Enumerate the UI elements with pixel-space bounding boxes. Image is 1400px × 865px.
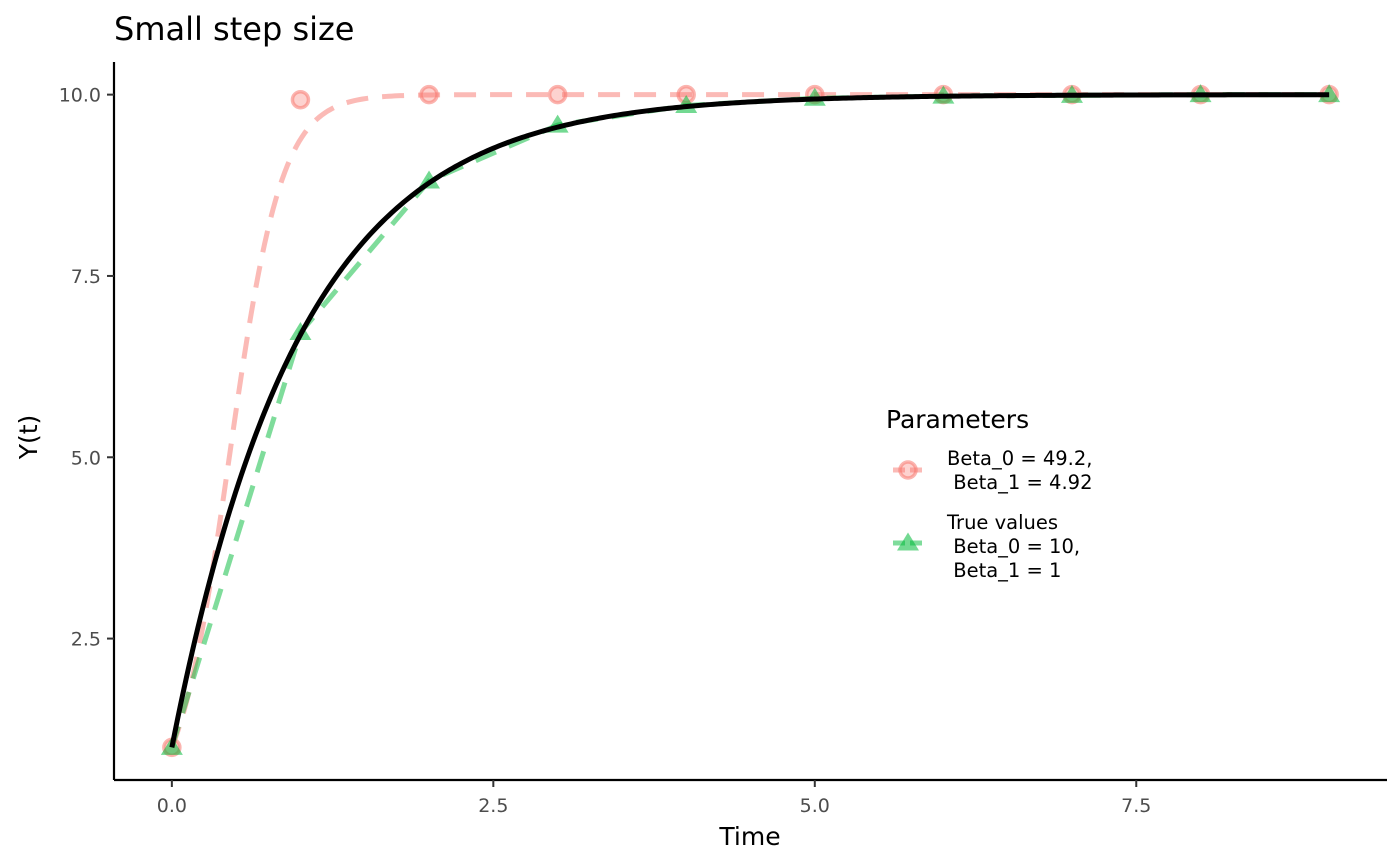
x-tick-label: 7.5 xyxy=(1121,795,1151,817)
x-tick-label: 2.5 xyxy=(478,795,508,817)
series-true-values xyxy=(160,84,1341,755)
series-line xyxy=(169,92,1330,749)
legend-label: True values xyxy=(946,511,1058,534)
y-axis-title: Y(t) xyxy=(14,415,43,461)
legend-entry: True values Beta_0 = 10, Beta_1 = 1 xyxy=(893,511,1080,582)
y-tick-label: 5.0 xyxy=(71,447,101,469)
legend-label: Beta_0 = 10, xyxy=(947,535,1080,558)
series-exact-solution xyxy=(169,92,1330,748)
x-tick-label: 0.0 xyxy=(157,795,187,817)
y-axis-ticks: 2.5 5.0 7.5 10.0 xyxy=(59,85,114,651)
data-point xyxy=(290,89,311,110)
data-point xyxy=(547,84,568,105)
x-axis-title: Time xyxy=(718,822,780,851)
y-tick-label: 2.5 xyxy=(71,629,101,651)
y-tick-label: 7.5 xyxy=(71,266,101,288)
series-beta-fitted xyxy=(162,84,1339,758)
plot-area xyxy=(160,84,1341,758)
data-point xyxy=(419,84,439,105)
legend-key-marker xyxy=(898,460,918,480)
legend-label: Beta_0 = 49.2, xyxy=(947,447,1092,470)
legend-label: Beta_1 = 4.92 xyxy=(947,471,1092,494)
y-tick-label: 10.0 xyxy=(59,85,101,107)
legend-entry: Beta_0 = 49.2, Beta_1 = 4.92 xyxy=(893,447,1092,494)
series-line xyxy=(169,92,1330,748)
legend-label: Beta_1 = 1 xyxy=(947,559,1061,582)
legend: Parameters Beta_0 = 49.2, Beta_1 = 4.92 T… xyxy=(886,405,1092,582)
legend-title: Parameters xyxy=(886,405,1029,434)
legend-key-marker xyxy=(897,532,919,551)
x-tick-label: 5.0 xyxy=(800,795,830,817)
x-axis-ticks: 0.0 2.5 5.0 7.5 xyxy=(157,780,1151,817)
series-line xyxy=(169,92,1330,749)
chart-title: Small step size xyxy=(114,10,354,48)
